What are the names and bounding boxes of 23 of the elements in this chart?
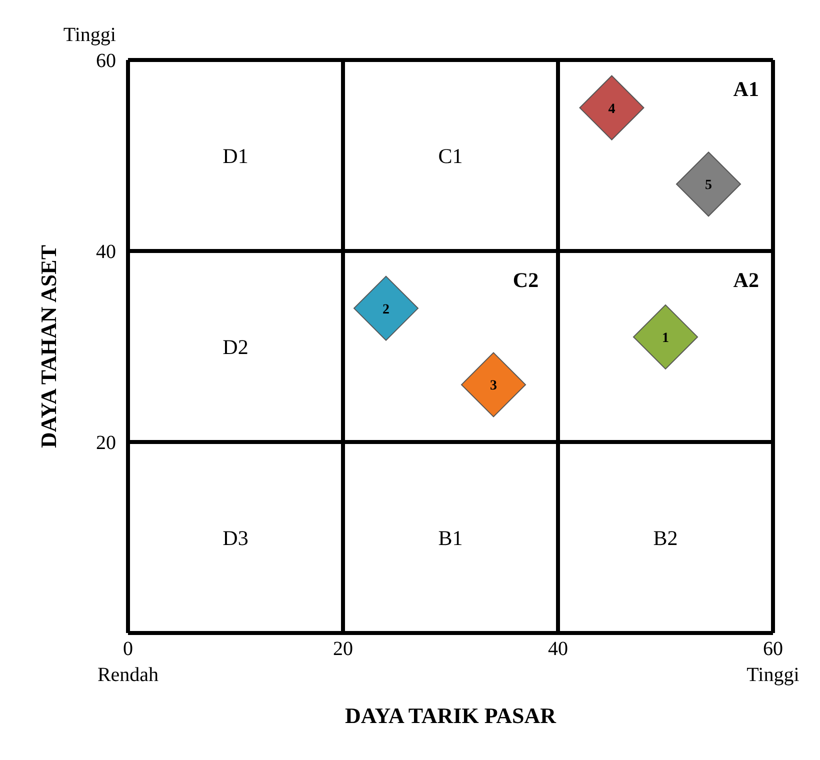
series-label: 5	[705, 178, 712, 194]
annotation: B1	[438, 526, 463, 550]
annotation: D2	[222, 334, 248, 359]
series-label: 2	[382, 302, 390, 318]
annotation: A1	[733, 77, 759, 102]
annotation: B2	[653, 526, 678, 550]
series-label: 1	[662, 330, 669, 346]
y-tick-label: Tinggi 60	[63, 24, 116, 72]
annotation: D3	[222, 526, 248, 550]
series-label: 4	[608, 102, 616, 117]
y-axis-title: DAYA TAHAN ASET	[36, 244, 61, 448]
annotation: C1	[438, 144, 463, 168]
x-tick-label: 20	[333, 638, 353, 660]
series-label: 3	[490, 378, 497, 394]
annotation: D1	[222, 144, 248, 168]
annotation: A2	[733, 268, 759, 292]
annotation: C2	[512, 268, 539, 292]
y-tick-label: 40	[96, 241, 116, 263]
x-axis-title: DAYA TARIK PASAR	[344, 703, 558, 728]
y-tick-label: 20	[96, 432, 116, 454]
x-tick-label: 40	[548, 638, 568, 660]
x-tick-label: 60 Tinggi	[746, 638, 800, 686]
x-tick-label: 0 Rendah	[97, 638, 159, 686]
